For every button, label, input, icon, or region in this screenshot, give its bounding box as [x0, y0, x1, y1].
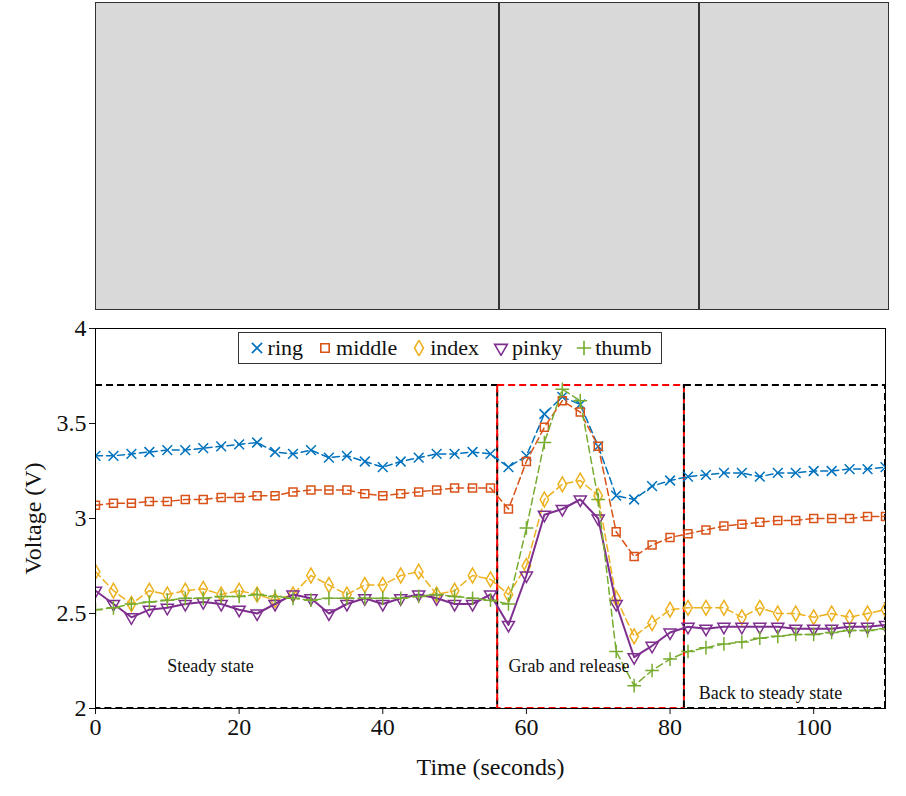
html-text:index: index	[430, 335, 479, 360]
svg-text:80: 80	[658, 714, 682, 740]
svg-text:20: 20	[227, 714, 251, 740]
svg-text:Steady state: Steady state	[167, 656, 253, 676]
svg-text:100: 100	[796, 714, 832, 740]
svg-text:Voltage (V): Voltage (V)	[20, 462, 46, 574]
svg-text:3: 3	[75, 505, 87, 531]
svg-text:Time (seconds): Time (seconds)	[417, 754, 565, 780]
svg-text:Grab and release: Grab and release	[508, 656, 629, 676]
html-text:thumb: thumb	[595, 335, 652, 360]
html-text:ring: ring	[267, 335, 303, 360]
svg-text:4: 4	[75, 316, 87, 341]
svg-text:40: 40	[371, 714, 395, 740]
svg-text:0: 0	[90, 714, 102, 740]
svg-text:Back to steady state: Back to steady state	[699, 683, 842, 703]
svg-text:2.5: 2.5	[57, 600, 87, 626]
html-text:pinky: pinky	[512, 335, 563, 360]
svg-text:2: 2	[75, 695, 87, 721]
html-text:middle: middle	[336, 335, 398, 360]
svg-text:3.5: 3.5	[57, 410, 87, 436]
svg-text:60: 60	[514, 714, 538, 740]
